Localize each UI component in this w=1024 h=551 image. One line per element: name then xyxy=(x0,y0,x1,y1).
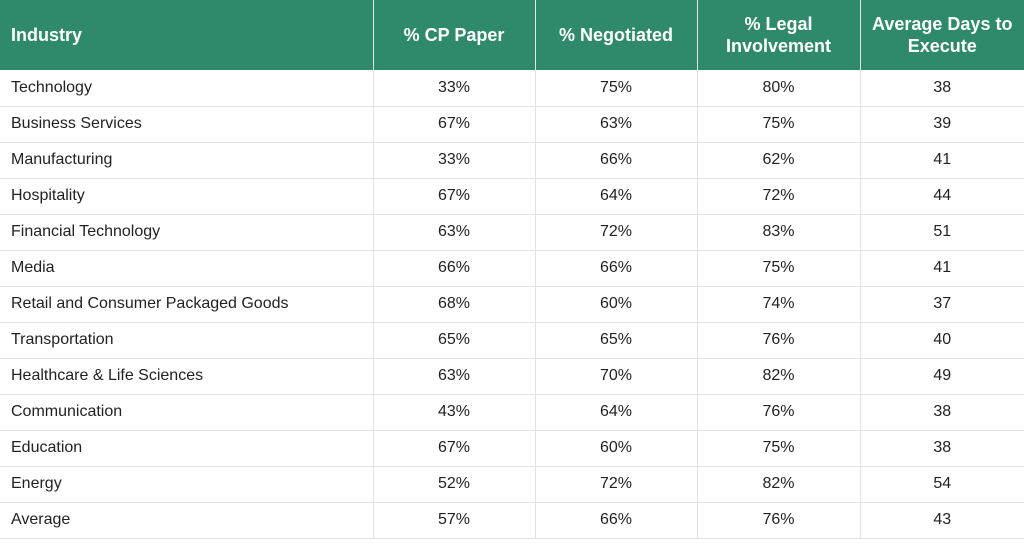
table-row: Transportation 65% 65% 76% 40 xyxy=(0,322,1024,359)
value-cell: 38 xyxy=(860,430,1024,467)
value-cell: 76% xyxy=(697,502,861,539)
industry-cell: Transportation xyxy=(0,322,374,359)
value-cell: 33% xyxy=(373,142,536,179)
value-cell: 33% xyxy=(373,70,536,107)
header-cell: Average Days to Execute xyxy=(860,0,1024,70)
value-cell: 65% xyxy=(535,322,698,359)
header-cell: % CP Paper xyxy=(373,0,536,70)
value-cell: 60% xyxy=(535,430,698,467)
value-cell: 43% xyxy=(373,394,536,431)
header-cell: Industry xyxy=(0,0,374,70)
value-cell: 75% xyxy=(535,70,698,107)
value-cell: 67% xyxy=(373,106,536,143)
value-cell: 76% xyxy=(697,322,861,359)
value-cell: 64% xyxy=(535,178,698,215)
value-cell: 41 xyxy=(860,142,1024,179)
table-row: Healthcare & Life Sciences 63% 70% 82% 49 xyxy=(0,358,1024,395)
value-cell: 41 xyxy=(860,250,1024,287)
value-cell: 57% xyxy=(373,502,536,539)
table-row: Financial Technology 63% 72% 83% 51 xyxy=(0,214,1024,251)
industry-cell: Business Services xyxy=(0,106,374,143)
industry-cell: Media xyxy=(0,250,374,287)
value-cell: 66% xyxy=(373,250,536,287)
value-cell: 63% xyxy=(373,214,536,251)
industry-cell: Technology xyxy=(0,70,374,107)
industry-cell: Energy xyxy=(0,466,374,503)
value-cell: 67% xyxy=(373,430,536,467)
value-cell: 51 xyxy=(860,214,1024,251)
value-cell: 82% xyxy=(697,466,861,503)
industry-cell: Manufacturing xyxy=(0,142,374,179)
table-row: Hospitality 67% 64% 72% 44 xyxy=(0,178,1024,215)
value-cell: 72% xyxy=(697,178,861,215)
value-cell: 49 xyxy=(860,358,1024,395)
value-cell: 70% xyxy=(535,358,698,395)
table-row: Manufacturing 33% 66% 62% 41 xyxy=(0,142,1024,179)
industry-cell: Healthcare & Life Sciences xyxy=(0,358,374,395)
value-cell: 40 xyxy=(860,322,1024,359)
industry-cell: Education xyxy=(0,430,374,467)
value-cell: 52% xyxy=(373,466,536,503)
value-cell: 64% xyxy=(535,394,698,431)
table-row: Retail and Consumer Packaged Goods 68% 60%… xyxy=(0,286,1024,323)
value-cell: 62% xyxy=(697,142,861,179)
industry-cell: Average xyxy=(0,502,374,539)
header-row: Industry% CP Paper% Negotiated% Legal In… xyxy=(0,0,1024,70)
value-cell: 38 xyxy=(860,70,1024,107)
value-cell: 37 xyxy=(860,286,1024,323)
industry-cell: Retail and Consumer Packaged Goods xyxy=(0,286,374,323)
value-cell: 67% xyxy=(373,178,536,215)
value-cell: 83% xyxy=(697,214,861,251)
table-row: Communication 43% 64% 76% 38 xyxy=(0,394,1024,431)
industry-cell: Financial Technology xyxy=(0,214,374,251)
value-cell: 54 xyxy=(860,466,1024,503)
value-cell: 74% xyxy=(697,286,861,323)
value-cell: 43 xyxy=(860,502,1024,539)
value-cell: 63% xyxy=(373,358,536,395)
value-cell: 80% xyxy=(697,70,861,107)
table-row: Technology 33% 75% 80% 38 xyxy=(0,70,1024,107)
value-cell: 68% xyxy=(373,286,536,323)
value-cell: 75% xyxy=(697,430,861,467)
table-row: Business Services 67% 63% 75% 39 xyxy=(0,106,1024,143)
value-cell: 63% xyxy=(535,106,698,143)
industry-cell: Hospitality xyxy=(0,178,374,215)
value-cell: 60% xyxy=(535,286,698,323)
header-cell: % Legal Involvement xyxy=(697,0,861,70)
table-row: Average 57% 66% 76% 43 xyxy=(0,502,1024,539)
value-cell: 75% xyxy=(697,250,861,287)
data-table: Industry% CP Paper% Negotiated% Legal In… xyxy=(0,0,1024,539)
table-row: Media 66% 66% 75% 41 xyxy=(0,250,1024,287)
industry-cell: Communication xyxy=(0,394,374,431)
value-cell: 72% xyxy=(535,214,698,251)
value-cell: 66% xyxy=(535,142,698,179)
table-row: Energy 52% 72% 82% 54 xyxy=(0,466,1024,503)
value-cell: 82% xyxy=(697,358,861,395)
value-cell: 66% xyxy=(535,250,698,287)
value-cell: 75% xyxy=(697,106,861,143)
header-cell: % Negotiated xyxy=(535,0,698,70)
table-body: Technology 33% 75% 80% 38 Business Services 67… xyxy=(0,70,1024,539)
value-cell: 76% xyxy=(697,394,861,431)
value-cell: 66% xyxy=(535,502,698,539)
value-cell: 65% xyxy=(373,322,536,359)
value-cell: 38 xyxy=(860,394,1024,431)
value-cell: 44 xyxy=(860,178,1024,215)
value-cell: 39 xyxy=(860,106,1024,143)
value-cell: 72% xyxy=(535,466,698,503)
table-row: Education 67% 60% 75% 38 xyxy=(0,430,1024,467)
